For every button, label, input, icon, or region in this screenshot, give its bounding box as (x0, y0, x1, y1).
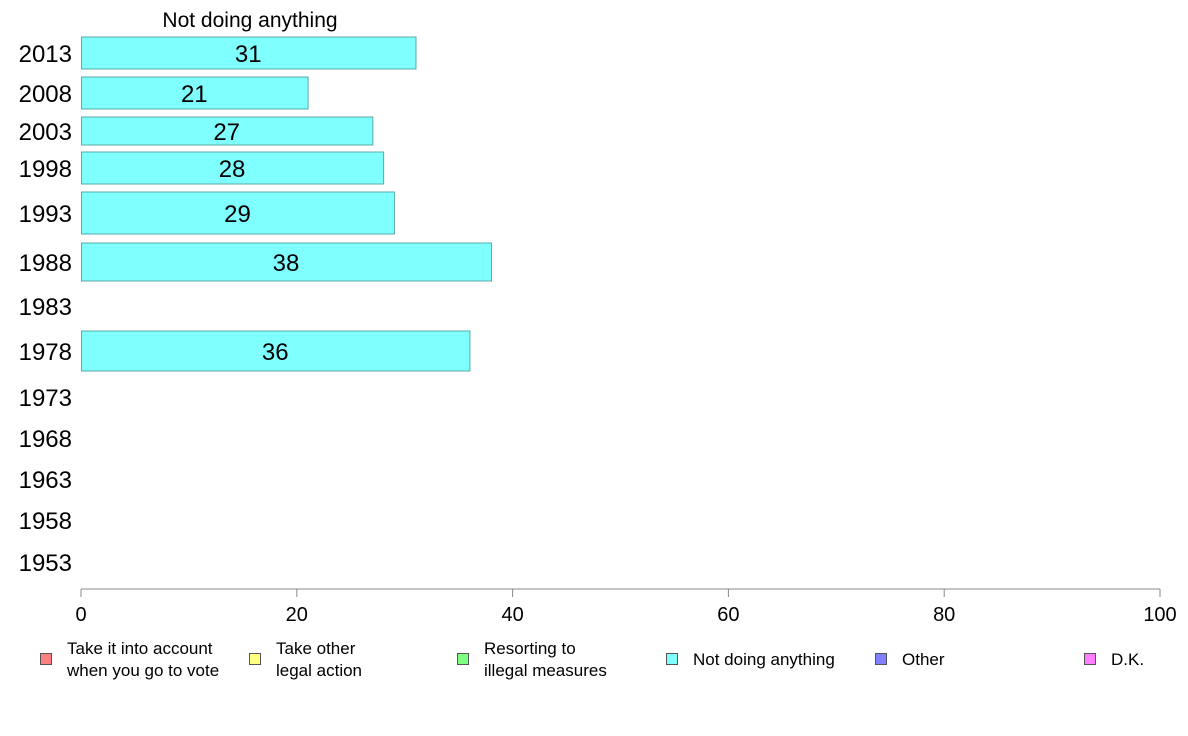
year-label-2003: 2003 (19, 119, 72, 146)
legend-label: Take it into account when you go to vote (67, 639, 220, 680)
legend-item-5: Other (875, 636, 945, 671)
legend-swatch (666, 653, 678, 665)
year-label-1973: 1973 (19, 385, 72, 412)
bar-2008 (81, 76, 309, 110)
chart-title: Not doing anything (162, 9, 337, 32)
year-label-1993: 1993 (19, 201, 72, 228)
bar-value-label-1993: 29 (224, 201, 251, 228)
x-tick-label-40: 40 (501, 604, 523, 626)
x-tick-label-60: 60 (717, 604, 739, 626)
legend-label: Take other legal action (276, 639, 363, 680)
x-axis: 0 20 40 60 80 100 (75, 588, 1177, 626)
year-label-1998: 1998 (19, 156, 72, 183)
legend-item-2: Take other legal action (249, 636, 362, 682)
bar-value-label-2013: 31 (235, 41, 262, 68)
bar-value-label-2003: 27 (213, 119, 240, 146)
legend-item-1: Take it into account when you go to vote (40, 636, 219, 682)
year-label-2013: 2013 (19, 41, 72, 68)
bar-1988 (81, 242, 493, 282)
year-label-1978: 1978 (19, 339, 72, 366)
x-tick-label-80: 80 (933, 604, 955, 626)
legend-label: D.K. (1111, 650, 1145, 669)
bar-value-label-1978: 36 (262, 339, 289, 366)
legend-swatch (875, 653, 887, 665)
year-label-2008: 2008 (19, 81, 72, 108)
bar-value-label-2008: 21 (181, 81, 208, 108)
bar-value-label-1988: 38 (273, 250, 300, 277)
year-label-1983: 1983 (19, 294, 72, 321)
year-label-1953: 1953 (19, 550, 72, 577)
legend-swatch (457, 653, 469, 665)
legend-swatch (249, 653, 261, 665)
legend-label: Not doing anything (693, 650, 835, 669)
bar-1993 (81, 191, 395, 235)
legend-label: Resorting to illegal measures (484, 639, 607, 680)
bar-2003 (81, 116, 374, 146)
x-tick-label-100: 100 (1143, 604, 1176, 626)
legend-swatch (40, 653, 52, 665)
x-tick-label-20: 20 (286, 604, 308, 626)
legend: Take it into account when you go to vote… (0, 636, 1188, 696)
bar-value-label-1998: 28 (219, 156, 246, 183)
bar-1998 (81, 151, 385, 185)
bar-2013 (81, 36, 417, 70)
legend-item-4: Not doing anything (666, 636, 835, 671)
legend-label: Other (902, 650, 945, 669)
legend-item-3: Resorting to illegal measures (457, 636, 607, 682)
year-label-1988: 1988 (19, 250, 72, 277)
year-label-1968: 1968 (19, 426, 72, 453)
year-label-1963: 1963 (19, 467, 72, 494)
x-tick-label-0: 0 (75, 604, 86, 626)
bar-1978 (81, 330, 471, 372)
legend-item-6: D.K. (1084, 636, 1144, 671)
year-labels: 2013 2008 2003 1998 1993 1988 1983 1978 1973 1968… (19, 41, 72, 577)
year-label-1958: 1958 (19, 508, 72, 535)
legend-swatch (1084, 653, 1096, 665)
